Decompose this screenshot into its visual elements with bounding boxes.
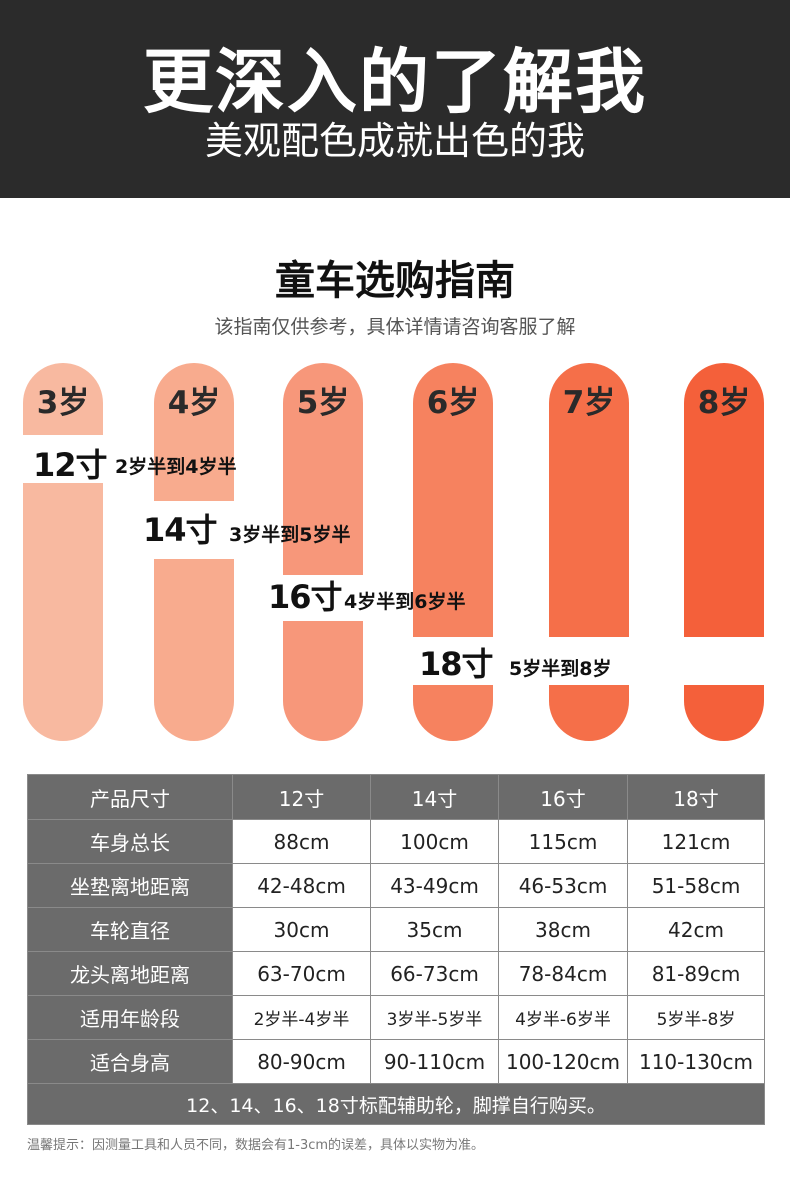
table-row: 龙头离地距离 63-70cm 66-73cm 78-84cm 81-89cm: [27, 951, 765, 996]
table-cell: 38cm: [498, 907, 628, 952]
size-band: [684, 637, 764, 685]
table-cell: 43-49cm: [370, 863, 499, 908]
header-banner: 更深入的了解我 美观配色成就出色的我: [0, 0, 790, 198]
size-label-18: 18寸: [419, 645, 494, 683]
guide-title: 童车选购指南: [275, 258, 515, 304]
size-label-12: 12寸: [33, 446, 108, 484]
table-footer-row: 12、14、16、18寸标配辅助轮，脚撑自行购买。: [27, 1083, 765, 1125]
spec-table: 产品尺寸 12寸 14寸 16寸 18寸 车身总长 88cm 100cm 115…: [27, 774, 765, 1125]
age-label: 5岁: [296, 385, 350, 421]
table-cell: 100-120cm: [498, 1039, 628, 1084]
table-cell: 110-130cm: [627, 1039, 765, 1084]
table-cell: 51-58cm: [627, 863, 765, 908]
disclaimer-note: 温馨提示：因测量工具和人员不同，数据会有1-3cm的误差，具体以实物为准。: [27, 1138, 485, 1153]
table-cell: 66-73cm: [370, 951, 499, 996]
guide-subtitle: 该指南仅供参考，具体详情请咨询客服了解: [214, 316, 576, 338]
header-title: 更深入的了解我: [143, 41, 647, 123]
table-header-cell: 14寸: [370, 774, 499, 820]
age-label: 6岁: [426, 385, 480, 421]
row-label: 车轮直径: [27, 907, 233, 952]
table-cell: 88cm: [232, 819, 371, 864]
age-pill-6: 6岁: [413, 363, 493, 741]
age-pill-8: 8岁: [684, 363, 764, 741]
table-cell: 30cm: [232, 907, 371, 952]
age-label: 7岁: [562, 385, 616, 421]
table-cell: 42-48cm: [232, 863, 371, 908]
table-cell: 2岁半-4岁半: [232, 995, 371, 1040]
age-pill-7: 7岁: [549, 363, 629, 741]
table-cell: 5岁半-8岁: [627, 995, 765, 1040]
table-cell: 35cm: [370, 907, 499, 952]
table-cell: 42cm: [627, 907, 765, 952]
table-cell: 100cm: [370, 819, 499, 864]
size-band: [283, 575, 363, 621]
table-cell: 81-89cm: [627, 951, 765, 996]
table-row: 坐垫离地距离 42-48cm 43-49cm 46-53cm 51-58cm: [27, 863, 765, 908]
size-band: [549, 637, 629, 685]
row-label: 适合身高: [27, 1039, 233, 1084]
size-band: [23, 435, 103, 483]
age-label: 3岁: [36, 385, 90, 421]
table-row: 适用年龄段 2岁半-4岁半 3岁半-5岁半 4岁半-6岁半 5岁半-8岁: [27, 995, 765, 1040]
size-label-16: 16寸: [268, 578, 343, 616]
table-row: 车身总长 88cm 100cm 115cm 121cm: [27, 819, 765, 864]
table-footer-note: 12、14、16、18寸标配辅助轮，脚撑自行购买。: [27, 1083, 765, 1125]
range-label-16: 4岁半到6岁半: [344, 591, 466, 613]
table-row: 适合身高 80-90cm 90-110cm 100-120cm 110-130c…: [27, 1039, 765, 1084]
age-pill-3: 3岁: [23, 363, 103, 741]
table-header-cell: 16寸: [498, 774, 628, 820]
table-header-cell: 产品尺寸: [27, 774, 233, 820]
row-label: 坐垫离地距离: [27, 863, 233, 908]
size-band: [413, 637, 493, 685]
table-cell: 121cm: [627, 819, 765, 864]
age-label: 8岁: [697, 385, 751, 421]
age-label: 4岁: [167, 385, 221, 421]
table-header-cell: 18寸: [627, 774, 765, 820]
table-cell: 3岁半-5岁半: [370, 995, 499, 1040]
row-label: 车身总长: [27, 819, 233, 864]
size-label-14: 14寸: [143, 511, 218, 549]
table-header-row: 产品尺寸 12寸 14寸 16寸 18寸: [27, 774, 765, 820]
table-cell: 115cm: [498, 819, 628, 864]
table-cell: 90-110cm: [370, 1039, 499, 1084]
table-cell: 80-90cm: [232, 1039, 371, 1084]
range-label-14: 3岁半到5岁半: [229, 524, 351, 546]
table-cell: 78-84cm: [498, 951, 628, 996]
row-label: 龙头离地距离: [27, 951, 233, 996]
age-pill-5: 5岁: [283, 363, 363, 741]
row-label: 适用年龄段: [27, 995, 233, 1040]
table-cell: 63-70cm: [232, 951, 371, 996]
table-cell: 46-53cm: [498, 863, 628, 908]
size-band: [154, 501, 234, 559]
age-pill-4: 4岁: [154, 363, 234, 741]
table-row: 车轮直径 30cm 35cm 38cm 42cm: [27, 907, 765, 952]
table-header-cell: 12寸: [232, 774, 371, 820]
range-label-18: 5岁半到8岁: [509, 658, 612, 680]
range-label-12: 2岁半到4岁半: [115, 456, 237, 478]
header-subtitle: 美观配色成就出色的我: [204, 119, 585, 163]
table-cell: 4岁半-6岁半: [498, 995, 628, 1040]
